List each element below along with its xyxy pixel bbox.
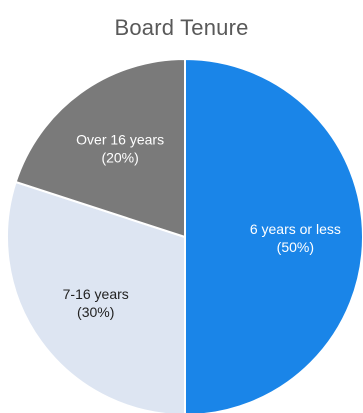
pie-label-7-16-years: 7-16 years [63, 286, 129, 302]
pie-label-over-16-years: Over 16 years [76, 132, 164, 148]
pie-percent-6-years-or-less: (50%) [277, 239, 314, 255]
pie-percent-over-16-years: (20%) [101, 150, 138, 166]
pie-slice-7-16-years [6, 180, 186, 413]
pie-percent-7-16-years: (30%) [77, 304, 114, 320]
chart-title: Board Tenure [114, 15, 249, 40]
pie-slice-over-16-years [14, 57, 186, 239]
pie-labels: 6 years or less (50%) 7-16 years (30%) Over … [63, 132, 341, 320]
pie-label-6-years-or-less: 6 years or less [250, 221, 341, 237]
